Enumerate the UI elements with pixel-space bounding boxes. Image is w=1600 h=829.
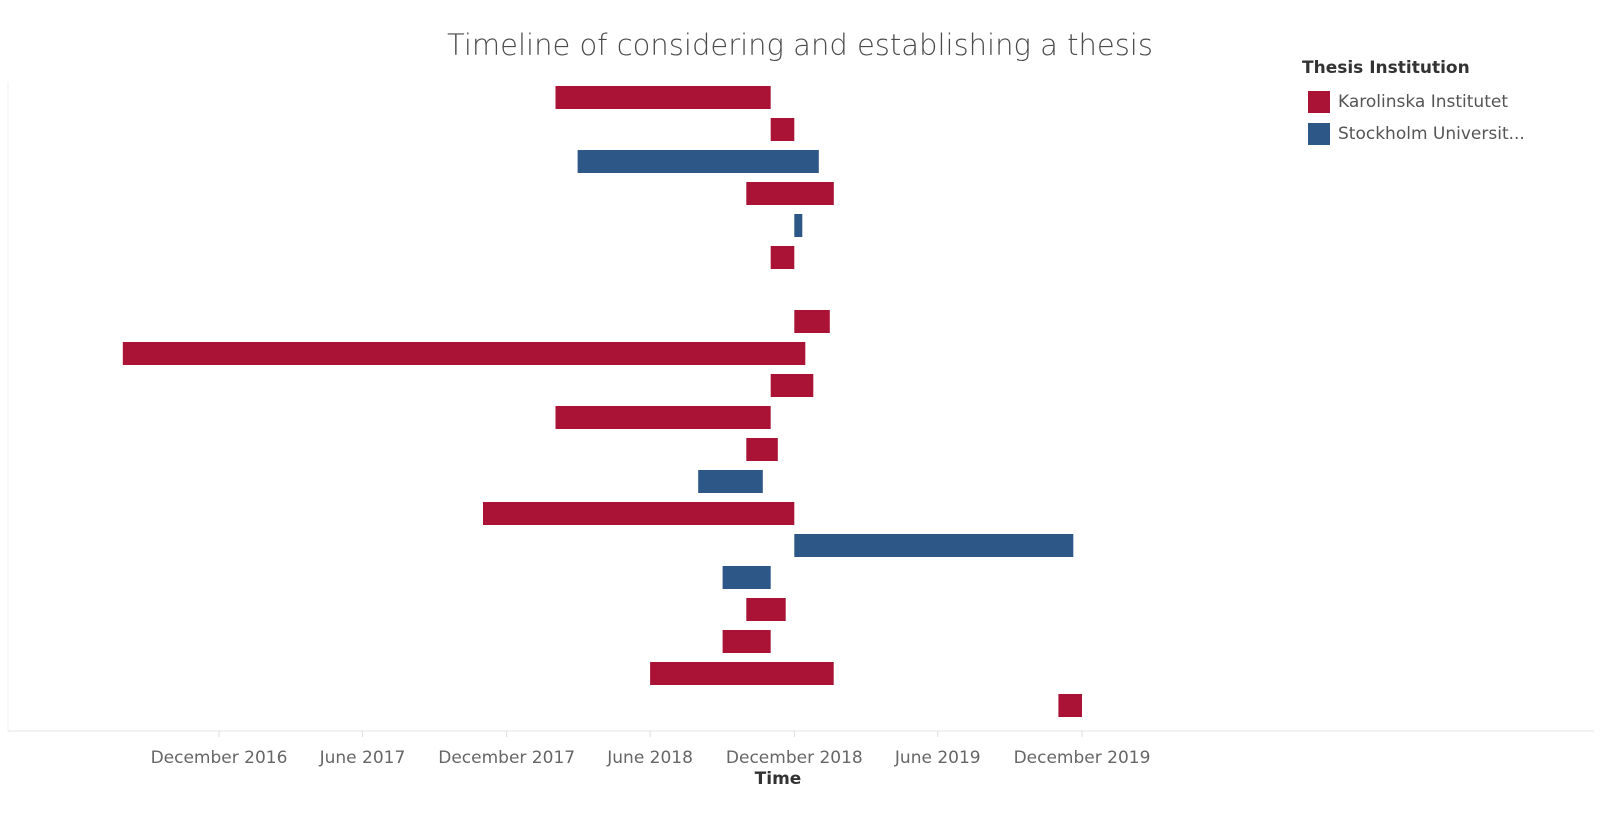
x-tick-label: June 2018 [606, 748, 693, 768]
timeline-bar[interactable] [483, 502, 795, 525]
legend: Thesis Institution Karolinska Institutet… [1302, 58, 1525, 150]
timeline-bar[interactable] [555, 406, 771, 429]
timeline-bar[interactable] [1058, 694, 1082, 717]
x-tick-label: December 2019 [1014, 748, 1151, 768]
legend-swatch-karolinska [1308, 91, 1330, 113]
gridlines [7, 82, 1594, 732]
chart-title: Timeline of considering and establishing… [447, 28, 1153, 62]
timeline-bar[interactable] [122, 342, 806, 365]
timeline-bar[interactable] [650, 662, 834, 685]
x-tick-label: December 2016 [151, 748, 288, 768]
x-tick-label: June 2019 [894, 748, 981, 768]
timeline-bar[interactable] [746, 598, 786, 621]
bars-group [122, 86, 1082, 717]
legend-label-stockholm: Stockholm Universit... [1338, 124, 1525, 144]
legend-item-stockholm[interactable]: Stockholm Universit... [1302, 118, 1525, 150]
timeline-bar[interactable] [794, 310, 830, 333]
legend-label-karolinska: Karolinska Institutet [1338, 92, 1508, 112]
timeline-bar[interactable] [746, 182, 834, 205]
legend-title: Thesis Institution [1302, 58, 1470, 78]
x-tick-labels: December 2016 June 2017 December 2017 June … [151, 731, 1151, 768]
timeline-bar[interactable] [698, 470, 763, 493]
timeline-bar[interactable] [770, 246, 795, 269]
timeline-bar[interactable] [770, 374, 814, 397]
timeline-bar[interactable] [577, 150, 819, 173]
timeline-bar[interactable] [794, 534, 1074, 557]
timeline-bar[interactable] [555, 86, 771, 109]
timeline-bar[interactable] [770, 118, 795, 141]
x-tick-label: December 2017 [438, 748, 575, 768]
timeline-bar[interactable] [722, 630, 771, 653]
timeline-bar[interactable] [794, 214, 803, 237]
legend-swatch-stockholm [1308, 123, 1330, 145]
timeline-bar[interactable] [722, 566, 771, 589]
x-tick-label: December 2018 [726, 748, 863, 768]
legend-item-karolinska[interactable]: Karolinska Institutet [1302, 86, 1525, 118]
x-axis-title: Time [755, 769, 802, 789]
timeline-bar[interactable] [746, 438, 778, 461]
x-tick-label: June 2017 [319, 748, 406, 768]
